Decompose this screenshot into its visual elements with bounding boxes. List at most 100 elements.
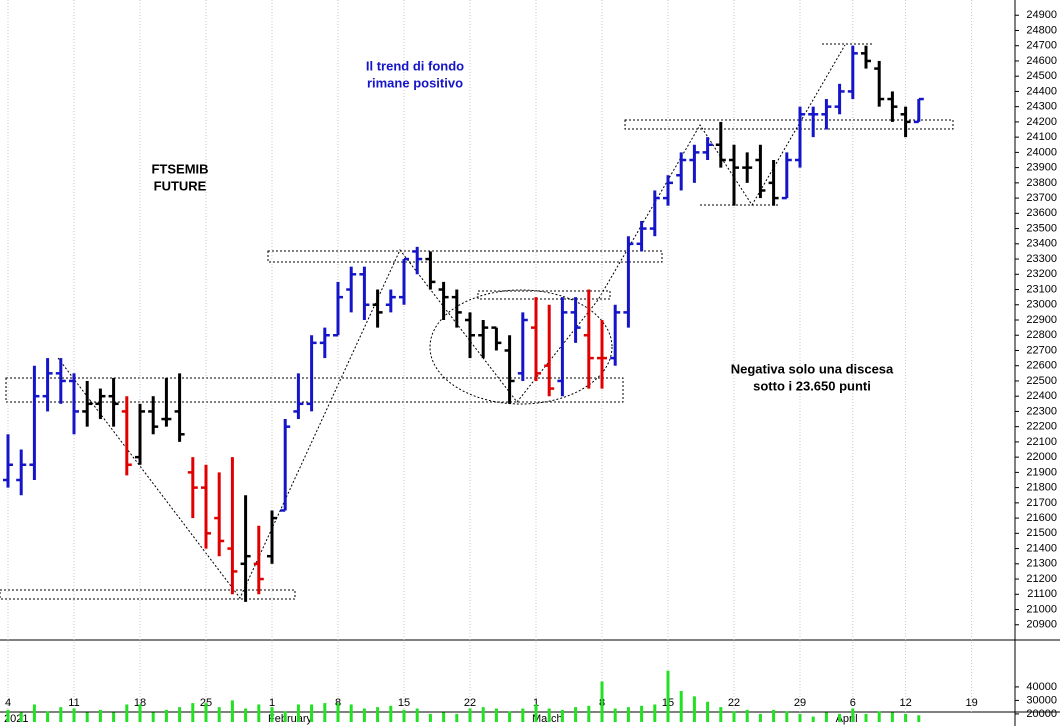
volume-bar	[547, 708, 551, 722]
x-tick-label: 4	[5, 697, 11, 709]
y-tick-label: 22700	[1026, 344, 1057, 356]
volume-bar	[98, 709, 102, 722]
volume-bar	[362, 708, 366, 722]
volume-bar	[494, 708, 498, 722]
volume-bar	[758, 713, 762, 722]
volume-bar	[560, 709, 564, 722]
volume-bar	[838, 713, 842, 722]
volume-bar	[745, 709, 749, 722]
volume-bar	[890, 712, 894, 722]
y-tick-label: 23500	[1026, 222, 1057, 234]
x-tick-label: 1	[533, 697, 539, 709]
x-tick-label: 15	[398, 697, 410, 709]
x-tick-label: 6	[850, 697, 856, 709]
volume-bar	[296, 704, 300, 722]
volume-bar	[164, 709, 168, 722]
volume-bar	[521, 708, 525, 722]
annotation: Il trend di fondo	[366, 58, 464, 73]
volume-bar	[336, 703, 340, 722]
volume-bar	[217, 707, 221, 722]
y-tick-label: 22600	[1026, 360, 1057, 372]
y-tick-label: 21100	[1027, 588, 1057, 600]
volume-bar	[415, 708, 419, 722]
volume-bar	[85, 712, 89, 722]
volume-tick-label: 20000	[1026, 708, 1057, 720]
volume-bar	[534, 704, 538, 722]
volume-bar	[851, 708, 855, 722]
volume-bar	[428, 713, 432, 722]
volume-bar	[508, 711, 512, 722]
volume-bar	[244, 708, 248, 722]
x-tick-label: 11	[68, 697, 79, 709]
volume-bar	[230, 700, 234, 722]
volume-bar	[692, 696, 696, 722]
y-tick-label: 24300	[1026, 101, 1057, 113]
volume-bar	[349, 704, 353, 722]
volume-bar	[402, 709, 406, 722]
y-tick-label: 22800	[1026, 329, 1057, 341]
y-tick-label: 22900	[1026, 314, 1057, 326]
x-tick-label: 1	[269, 697, 275, 709]
y-tick-label: 22500	[1026, 375, 1057, 387]
y-tick-label: 24200	[1026, 116, 1057, 128]
volume-bar	[125, 704, 129, 722]
y-tick-label: 23800	[1026, 177, 1057, 189]
volume-bar	[191, 703, 195, 722]
y-tick-label: 21900	[1026, 466, 1057, 478]
y-tick-label: 23400	[1026, 238, 1057, 250]
annotation: rimane positivo	[367, 75, 463, 90]
volume-bar	[587, 705, 591, 722]
volume-bar	[310, 704, 314, 722]
month-label: February	[268, 713, 313, 725]
trend-line	[57, 44, 846, 599]
annotation: Negativa solo una discesa	[731, 361, 894, 376]
y-tick-label: 21300	[1026, 558, 1057, 570]
volume-bar	[706, 701, 710, 722]
volume-bar	[323, 703, 327, 722]
y-tick-label: 23600	[1026, 207, 1057, 219]
volume-bar	[679, 690, 683, 722]
volume-bar	[257, 704, 261, 722]
y-tick-label: 22100	[1026, 436, 1057, 448]
volume-bar	[19, 712, 23, 722]
volume-bar	[112, 712, 116, 722]
y-tick-label: 21000	[1026, 603, 1057, 615]
month-label: March	[532, 713, 563, 725]
y-tick-label: 23000	[1026, 299, 1057, 311]
annotation: FTSEMIB	[151, 161, 208, 176]
y-tick-label: 23300	[1026, 253, 1057, 265]
y-tick-label: 23200	[1026, 268, 1057, 280]
volume-bar	[138, 704, 142, 722]
volume-bar	[917, 715, 921, 722]
volume-bar	[389, 705, 393, 722]
volume-bar	[613, 708, 617, 722]
annotation: sotto i 23.650 punti	[753, 378, 871, 393]
annotation: FUTURE	[154, 178, 207, 193]
volume-bar	[376, 707, 380, 722]
x-tick-label: 12	[899, 697, 911, 709]
volume-bar	[732, 711, 736, 722]
y-tick-label: 21600	[1026, 512, 1057, 524]
y-tick-label: 24500	[1026, 70, 1057, 82]
y-tick-label: 24000	[1026, 146, 1057, 158]
volume-tick-label: 30000	[1026, 694, 1057, 706]
y-tick-label: 21500	[1026, 527, 1057, 539]
volume-bar	[811, 716, 815, 722]
volume-bar	[864, 713, 868, 722]
volume-bar	[151, 712, 155, 722]
pattern-ellipse	[429, 289, 613, 405]
y-tick-label: 22200	[1026, 421, 1057, 433]
volume-bar	[574, 707, 578, 722]
volume-bar	[32, 704, 36, 722]
volume-bar	[178, 707, 182, 722]
volume-tick-label: 40000	[1026, 681, 1057, 693]
y-tick-label: 20900	[1026, 619, 1057, 631]
y-tick-label: 24600	[1026, 55, 1057, 67]
y-tick-label: 24700	[1026, 40, 1057, 52]
y-tick-label: 22300	[1026, 405, 1057, 417]
volume-bar	[785, 711, 789, 722]
volume-bar	[904, 713, 908, 722]
y-tick-label: 21200	[1026, 573, 1057, 585]
volume-bar	[824, 712, 828, 722]
